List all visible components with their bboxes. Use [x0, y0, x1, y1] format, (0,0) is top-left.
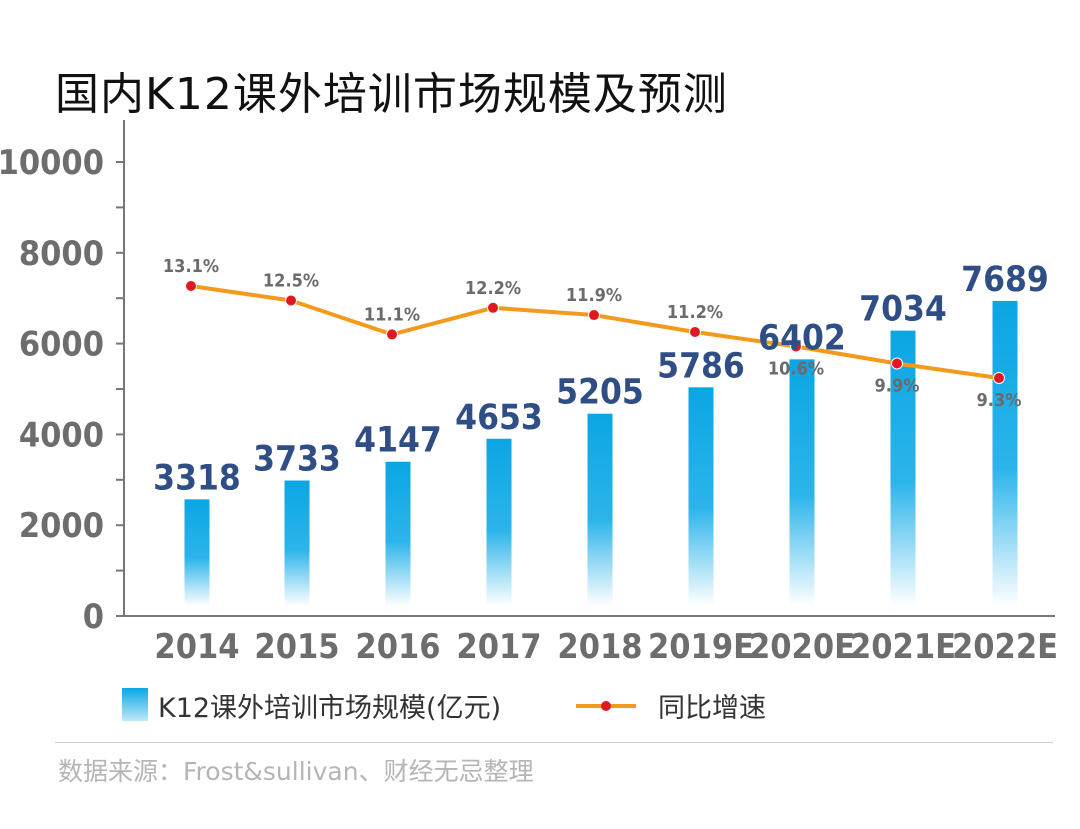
bar	[385, 461, 411, 606]
bar-value-label: 7034	[859, 290, 947, 330]
bar-value-label: 4147	[354, 421, 442, 461]
legend-bar-label: K12课外培训市场规模(亿元)	[158, 693, 502, 724]
x-tick-label: 2017	[456, 627, 541, 667]
y-tick-label: 8000	[19, 234, 104, 274]
bar-value-label: 3318	[153, 458, 241, 498]
growth-label: 9.9%	[875, 375, 920, 396]
growth-label: 13.1%	[163, 256, 219, 277]
x-tick-label: 2021E	[850, 627, 956, 667]
bar-value-label: 4653	[455, 398, 543, 438]
growth-point	[285, 294, 297, 307]
growth-label: 11.2%	[667, 302, 723, 323]
bar-value-label: 6402	[758, 318, 846, 358]
growth-label: 10.6%	[768, 359, 824, 380]
growth-point	[993, 372, 1005, 384]
x-tick-label: 2014	[154, 627, 239, 667]
x-tick-label: 2020E	[749, 627, 855, 667]
bar	[486, 438, 512, 606]
bar-value-label: 7689	[961, 260, 1049, 300]
growth-label: 9.3%	[977, 390, 1022, 411]
growth-label: 12.5%	[263, 271, 319, 292]
bar	[184, 499, 210, 606]
growth-point	[790, 340, 802, 353]
legend-bar-swatch	[122, 688, 148, 721]
growth-point	[386, 328, 398, 341]
y-tick-label: 4000	[19, 415, 104, 455]
x-tick-label: 2018	[557, 627, 642, 667]
y-tick-label: 6000	[19, 325, 104, 365]
x-tick-label: 2016	[355, 627, 440, 667]
y-tick-label: 0	[83, 597, 104, 637]
bar	[284, 480, 310, 606]
x-tick-label: 2022E	[952, 627, 1058, 667]
bar	[992, 300, 1018, 606]
bar	[890, 330, 916, 606]
x-tick-label: 2015	[254, 627, 339, 667]
bar	[587, 413, 613, 606]
divider	[55, 742, 1053, 743]
growth-label: 11.1%	[364, 304, 420, 325]
bar-value-label: 3733	[253, 440, 341, 480]
bar-value-label: 5205	[556, 373, 644, 413]
source-note: 数据来源：Frost&sullivan、财经无忌整理	[58, 757, 534, 786]
chart-title: 国内K12课外培训市场规模及预测	[55, 69, 728, 120]
growth-point	[689, 326, 701, 338]
legend-line-label: 同比增速	[658, 693, 766, 724]
legend-line-dot	[601, 701, 611, 711]
growth-label: 12.2%	[465, 278, 521, 299]
growth-point	[487, 301, 499, 314]
growth-point	[185, 280, 197, 292]
bar-value-label: 5786	[657, 346, 745, 386]
y-tick-label: 10000	[0, 143, 104, 183]
y-tick-label: 2000	[19, 506, 104, 546]
bar	[789, 359, 815, 606]
bar	[688, 387, 714, 606]
x-tick-label: 2019E	[648, 627, 754, 667]
growth-label: 11.9%	[566, 285, 622, 306]
growth-point	[891, 357, 903, 370]
growth-point	[588, 309, 600, 322]
